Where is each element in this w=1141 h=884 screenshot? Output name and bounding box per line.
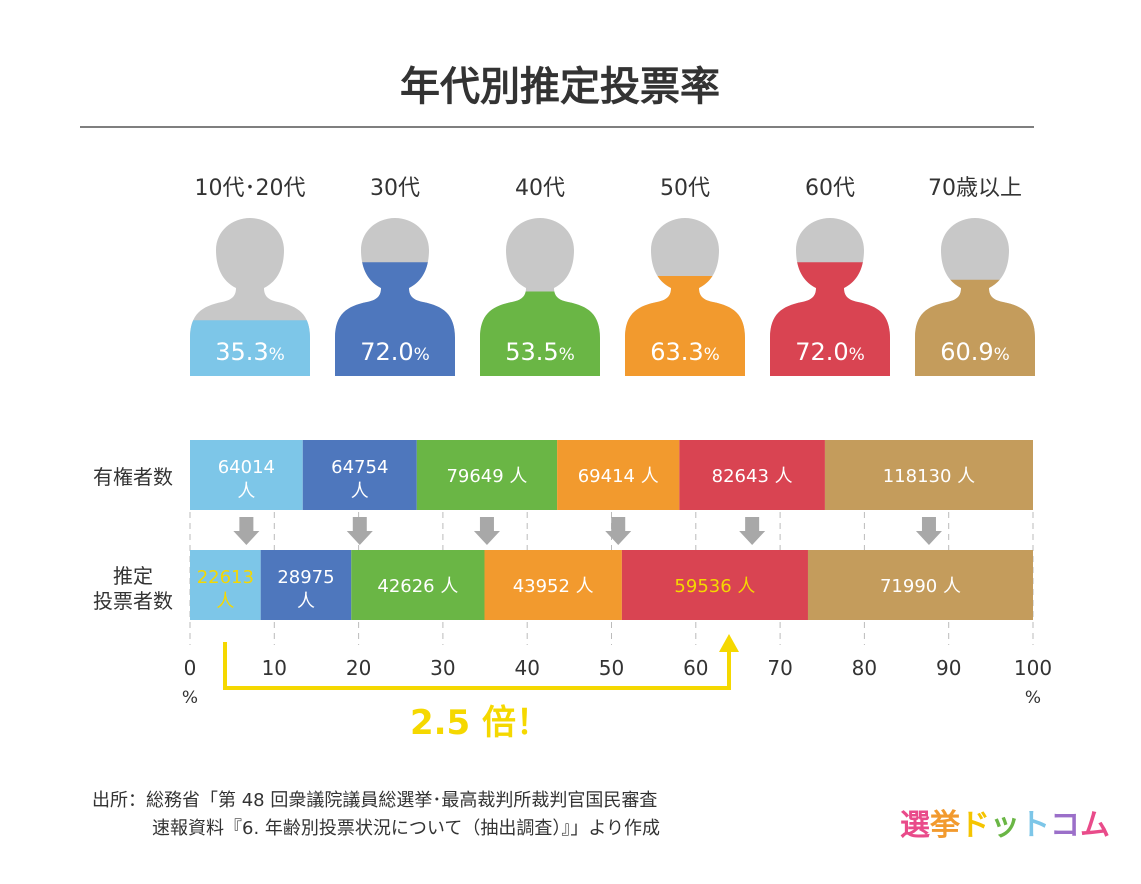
x-tick-label: 70 [767,656,792,680]
x-tick-label: 40 [514,656,539,680]
down-arrow-4 [739,517,766,545]
turnout-label-0: 35.3% [215,338,285,366]
row-label-voters-line1: 推定 [113,564,153,588]
person-icon-4: 72.0% [770,218,890,376]
bar-segment-1-4 [621,550,808,620]
bar-segment-0-3 [557,440,680,510]
down-arrow-3 [605,517,632,545]
x-tick-label: 60 [683,656,708,680]
bar-segment-0-5 [824,440,1033,510]
age-header-5: 70歳以上 [928,176,1022,201]
person-icon-5: 60.9% [915,218,1035,376]
bar-value-label: 59536 人 [674,576,755,597]
x-unit-label: % [1025,688,1041,708]
source-line2: 速報資料『6. 年齢別投票状況について（抽出調査）』」より作成 [152,818,660,839]
bar-value-label: 71990 人 [880,576,961,597]
x-tick-label: 100 [1014,656,1052,680]
turnout-label-1: 72.0% [360,338,430,366]
age-group-headers: 10代･20代 30代 40代 50代 60代 70歳以上 [195,176,1023,201]
person-icon-2: 53.5% [480,218,600,376]
bar-segment-1-0 [190,550,261,620]
bar-value-label: 79649 人 [446,466,527,487]
x-tick-label: 90 [936,656,961,680]
annotation-arrowhead [719,634,739,652]
bar-segment-1-3 [484,550,622,620]
bar-unit-label: 人 [237,481,255,502]
x-tick-label: 20 [346,656,371,680]
person-icon-3: 63.3% [625,218,745,376]
x-tick-label: 10 [262,656,287,680]
down-arrow-1 [346,517,373,545]
age-header-0: 10代･20代 [195,176,306,201]
bar-value-label: 42626 人 [377,576,458,597]
bar-segment-1-2 [351,550,485,620]
bar-unit-label: 人 [297,591,315,612]
annotation-text: 2.5 倍！ [410,703,550,743]
source-line1: 出所：総務省「第 48 回衆議院議員総選挙･最高裁判所裁判官国民審査 [92,790,657,811]
bar-segment-0-4 [679,440,825,510]
person-icon-0: 35.3% [190,218,310,376]
bar-unit-label: 人 [351,481,369,502]
bar-segment-1-1 [260,550,352,620]
age-header-4: 60代 [805,176,855,201]
bar-value-label: 118130 人 [883,466,975,487]
annotation-bracket [223,642,731,690]
bar-value-label: 64014 [218,457,275,478]
x-tick-label: 80 [852,656,877,680]
bar-segment-0-0 [190,440,303,510]
age-header-1: 30代 [370,176,420,201]
bar-value-label: 43952 人 [513,576,594,597]
x-tick-label: 0 [184,656,197,680]
bar-segment-0-2 [416,440,558,510]
bar-value-label: 22613 [197,567,254,588]
age-header-2: 40代 [515,176,565,201]
turnout-label-5: 60.9% [940,338,1010,366]
person-icon-1: 72.0% [335,218,455,376]
turnout-label-2: 53.5% [505,338,575,366]
turnout-person-icons: 35.3% 72.0% 53.5% 63.3% 72.0% 60.9% [190,218,1035,376]
ratio-annotation: 2.5 倍！ [223,634,739,743]
age-header-3: 50代 [660,176,710,201]
turnout-label-4: 72.0% [795,338,865,366]
x-axis: 0 10 20 30 40 50 60 70 80 90 100%% [182,656,1052,708]
bar-value-label: 69414 人 [578,466,659,487]
chart-title: 年代別推定投票率 [400,64,720,110]
stacked-bars: 64014 人 64754 人 79649 人 69414 人 82643 人 118130 … [190,440,1033,620]
transition-arrows [233,517,942,545]
down-arrow-0 [233,517,260,545]
bar-segment-1-5 [807,550,1033,620]
x-tick-label: 30 [430,656,455,680]
bar-value-label: 64754 [331,457,388,478]
x-unit-label: % [182,688,198,708]
site-logo: 選挙ドットコム [900,808,1110,843]
bar-value-label: 28975 [277,567,334,588]
down-arrow-5 [915,517,942,545]
turnout-label-3: 63.3% [650,338,720,366]
x-tick-label: 50 [599,656,624,680]
bar-segment-0-1 [302,440,417,510]
row-label-voters-line2: 投票者数 [93,589,173,613]
down-arrow-2 [473,517,500,545]
row-label-eligible: 有権者数 [93,465,173,489]
bar-unit-label: 人 [216,591,234,612]
bar-value-label: 82643 人 [712,466,793,487]
